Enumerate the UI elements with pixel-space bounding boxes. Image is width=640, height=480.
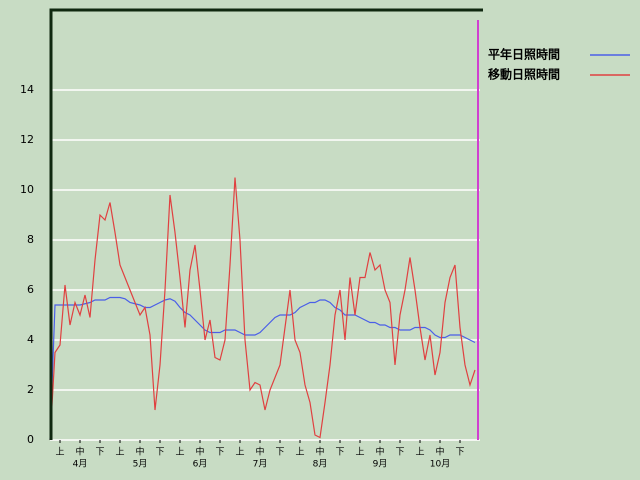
x-tick-label: 上 <box>355 447 364 458</box>
lines <box>49 177 476 441</box>
month-label: 10月 <box>430 459 450 470</box>
labels: 02468101214上中下上中下上中下上中下上中下上中下上中下4月 5月 6月 7月… <box>20 47 630 470</box>
x-tick-label: 下 <box>335 448 344 458</box>
x-tick-label: 下 <box>455 448 464 458</box>
x-tick-label: 下 <box>395 448 404 458</box>
y-tick-label: 8 <box>27 233 34 246</box>
x-tick-label: 下 <box>275 448 284 458</box>
legend-label: 移動日照時間 <box>488 67 560 82</box>
x-tick-label: 中 <box>195 446 204 458</box>
y-tick-label: 14 <box>20 83 34 96</box>
y-tick-label: 12 <box>20 133 34 146</box>
x-tick-label: 下 <box>95 448 104 458</box>
month-label: 7月 <box>253 459 268 470</box>
series-line <box>49 177 476 441</box>
x-tick-label: 中 <box>255 446 264 458</box>
x-tick-label: 下 <box>215 448 224 458</box>
month-label: 8月 <box>313 459 328 470</box>
x-tick-label: 上 <box>415 447 424 458</box>
x-tick-label: 中 <box>315 446 324 458</box>
x-tick-label: 下 <box>155 448 164 458</box>
x-tick-label: 上 <box>295 447 304 458</box>
x-tick-label: 上 <box>175 447 184 458</box>
month-label: 4月 <box>73 459 88 470</box>
y-tick-label: 6 <box>27 283 34 296</box>
series-line <box>49 296 476 441</box>
frame <box>49 8 483 440</box>
x-tick-label: 上 <box>115 447 124 458</box>
month-label: 5月 <box>133 459 148 470</box>
x-tick-label: 中 <box>375 446 384 458</box>
y-tick-label: 0 <box>27 433 34 446</box>
x-tick-label: 中 <box>135 446 144 458</box>
y-tick-label: 2 <box>27 383 34 396</box>
month-label: 6月 <box>193 459 208 470</box>
x-tick-label: 上 <box>235 447 244 458</box>
month-label: 9月 <box>373 459 388 470</box>
grid <box>50 89 480 441</box>
x-tick-label: 中 <box>435 446 444 458</box>
y-tick-label: 4 <box>27 333 34 346</box>
legend-label: 平年日照時間 <box>488 47 560 62</box>
x-tick-label: 上 <box>55 447 64 458</box>
x-tick-label: 中 <box>75 446 84 458</box>
y-tick-label: 10 <box>20 183 34 196</box>
